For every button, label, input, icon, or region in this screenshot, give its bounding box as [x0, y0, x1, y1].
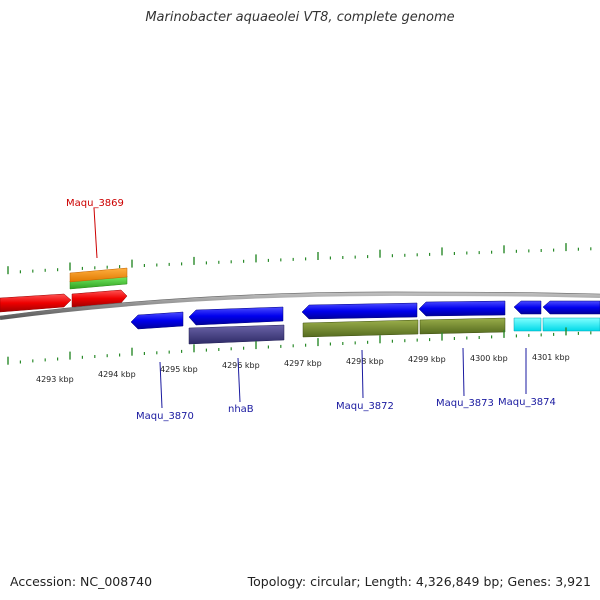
gene-label-maqu-3873: Maqu_3873 [436, 398, 494, 409]
gene-labels: Maqu_3869 Maqu_3870 nhaB Maqu_3872 Maqu_… [66, 198, 556, 422]
feature-maqu-3872-arrow[interactable] [301, 302, 418, 320]
scale-label: 4295 kbp [160, 365, 198, 374]
feature-next-arrow[interactable] [542, 300, 600, 315]
feature-maqu-3874-arrow[interactable] [513, 300, 542, 315]
scale-label: 4300 kbp [470, 354, 508, 363]
scale-label: 4301 kbp [532, 353, 570, 362]
feature-nhab-arrow[interactable] [188, 306, 284, 326]
scale-labels: 4293 kbp 4294 kbp 4295 kbp 4296 kbp 4297… [36, 353, 570, 384]
feature-maqu-3870-arrow[interactable] [130, 311, 184, 330]
gene-label-maqu-3869: Maqu_3869 [66, 198, 124, 209]
gene-label-maqu-3874: Maqu_3874 [498, 397, 556, 408]
inner-tick-track [7, 327, 592, 365]
feature-maqu-3869-cds[interactable] [69, 267, 128, 283]
scale-label: 4293 kbp [36, 375, 74, 384]
genome-backbone [0, 291, 600, 320]
callout-lines [93, 207, 527, 409]
gene-label-maqu-3872: Maqu_3872 [336, 401, 394, 412]
feature-forward-arrow-2[interactable] [71, 289, 128, 308]
outer-tick-track [7, 243, 592, 275]
scale-label: 4299 kbp [408, 355, 446, 364]
gene-label-nhab: nhaB [228, 404, 254, 415]
genome-summary-text: Topology: circular; Length: 4,326,849 bp… [247, 574, 591, 589]
scale-label: 4298 kbp [346, 357, 384, 366]
feature-maqu-3873-gene[interactable] [419, 317, 506, 335]
gene-label-maqu-3870: Maqu_3870 [136, 411, 194, 422]
feature-forward-arrow-1[interactable] [0, 293, 72, 313]
scale-label: 4297 kbp [284, 359, 322, 368]
feature-maqu-3874-gene[interactable] [513, 317, 542, 332]
feature-nhab-gene[interactable] [188, 324, 285, 345]
scale-label: 4296 kbp [222, 361, 260, 370]
feature-maqu-3872-gene[interactable] [302, 319, 419, 338]
scale-label: 4294 kbp [98, 370, 136, 379]
map-title: Marinobacter aquaeolei VT8, complete gen… [145, 10, 455, 25]
feature-next-gene[interactable] [542, 317, 600, 332]
accession-text: Accession: NC_008740 [10, 574, 153, 589]
feature-maqu-3873-arrow[interactable] [418, 300, 506, 317]
